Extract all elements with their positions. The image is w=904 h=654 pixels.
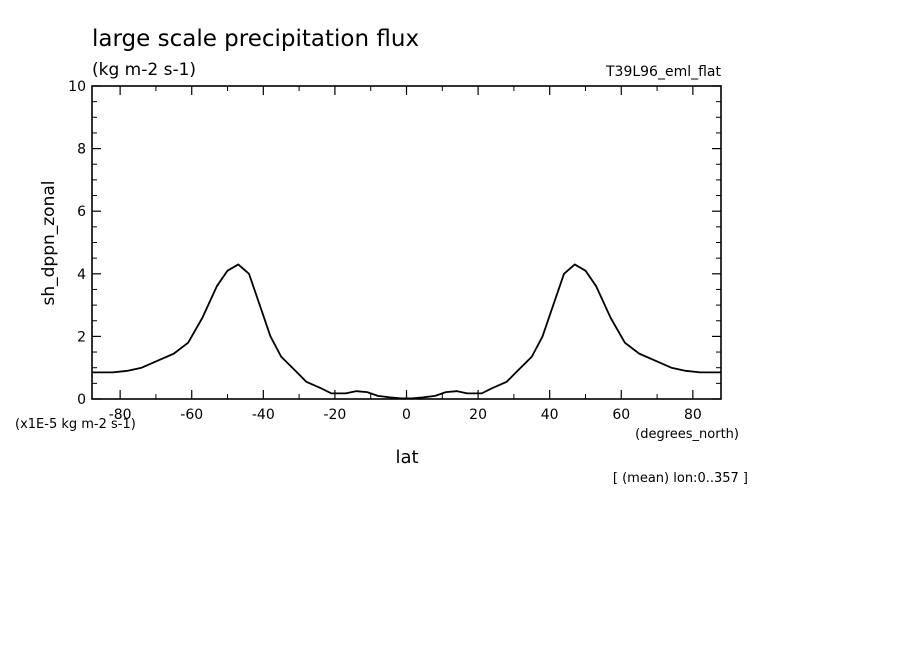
chart-subtitle: (kg m-2 s-1) (92, 60, 196, 80)
x-tick-label: -60 (180, 407, 203, 423)
y-tick-label: 2 (77, 329, 86, 345)
x-tick-label: 80 (684, 407, 702, 423)
x-tick-label: -40 (252, 407, 275, 423)
y-axis-label: sh_dppn_zonal (39, 180, 59, 305)
x-tick-label: -20 (323, 407, 346, 423)
x-axis-label: lat (395, 447, 418, 468)
y-tick-label: 4 (77, 267, 86, 283)
x-tick-label: 0 (402, 407, 411, 423)
y-tick-label: 0 (77, 392, 86, 408)
x-tick-label: 60 (612, 407, 630, 423)
axis-ticks (92, 85, 721, 400)
x-tick-label: 40 (541, 407, 559, 423)
x-tick-label: 20 (469, 407, 487, 423)
y-multiplier-label: (x1E-5 kg m-2 s-1) (15, 417, 136, 432)
y-tick-label: 6 (77, 204, 86, 220)
plot-frame (91, 85, 722, 400)
chart-title: large scale precipitation flux (92, 26, 419, 52)
run-label: T39L96_eml_flat (605, 64, 722, 80)
x-units-label: (degrees_north) (635, 427, 739, 442)
axis-tick-labels: -80 -60 -40 -20 0 20 40 60 80 0 2 4 6 8 10 (68, 79, 702, 423)
x-tick-label: -80 (109, 407, 132, 423)
y-tick-label: 10 (68, 79, 86, 95)
footnote: [ (mean) lon:0..357 ] (613, 471, 748, 486)
y-tick-label: 8 (77, 142, 86, 158)
